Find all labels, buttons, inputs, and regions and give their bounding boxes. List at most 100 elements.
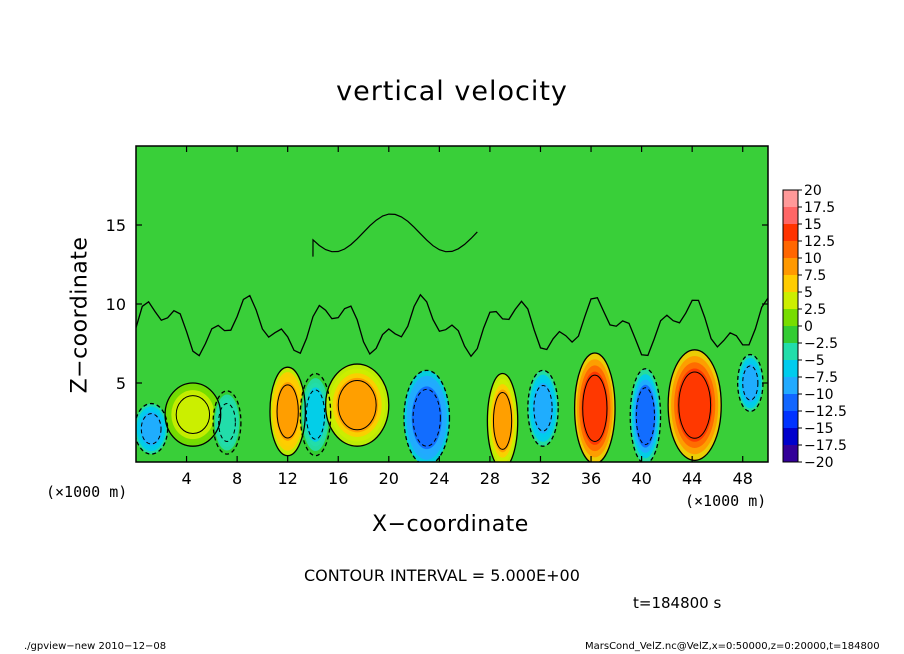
contour-8-1 xyxy=(533,385,553,432)
colorbar-swatch-10 xyxy=(783,360,798,377)
colorbar-swatch-9 xyxy=(783,343,798,360)
contour-lines xyxy=(136,213,768,462)
colorbar-label-8: 0 xyxy=(804,319,813,335)
heatmap-cell-5-level-3 xyxy=(336,377,379,433)
colorbar-swatch-6 xyxy=(783,292,798,309)
colorbar-label-13: −12.5 xyxy=(804,404,847,420)
contour-8-0 xyxy=(527,369,559,447)
colorbar-label-11: −7.5 xyxy=(804,370,838,386)
colorbar-swatch-15 xyxy=(783,445,798,462)
colorbar-label-7: 2.5 xyxy=(804,302,826,318)
x-tick-label-16: 16 xyxy=(328,469,348,488)
heatmap-cell-4-level-3 xyxy=(305,387,326,442)
colorbar-swatch-12 xyxy=(783,394,798,411)
x-tick-label-32: 32 xyxy=(530,469,550,488)
contour-5-1 xyxy=(337,379,377,431)
x-tick-label-20: 20 xyxy=(379,469,399,488)
contour-11-1 xyxy=(678,371,712,439)
heatmap-cell-12-level-3 xyxy=(741,364,759,402)
colorbar-swatch-5 xyxy=(783,275,798,292)
contour-9-0 xyxy=(573,352,616,462)
colorbar-label-0: 20 xyxy=(804,183,822,199)
colorbar-label-5: 7.5 xyxy=(804,268,826,284)
colorbar-swatch-1 xyxy=(783,207,798,224)
y-axis-label-wrap: Z−coordinate xyxy=(60,230,100,400)
contour-10-0 xyxy=(629,368,662,462)
contour-12-1 xyxy=(742,365,759,401)
contour-2-0 xyxy=(212,390,242,455)
x-tick-label-36: 36 xyxy=(581,469,601,488)
x-tick-label-40: 40 xyxy=(631,469,651,488)
time-label: t=184800 s xyxy=(633,594,722,612)
heatmap-cell-3-level-3 xyxy=(275,382,300,441)
y-tick-label-10: 10 xyxy=(106,295,126,314)
x-axis-label: X−coordinate xyxy=(372,512,529,537)
contour-3-1 xyxy=(276,384,299,439)
contour-interval-label: CONTOUR INTERVAL = 5.000E+00 xyxy=(304,566,580,585)
colorbar-label-4: 10 xyxy=(804,251,822,267)
heatmap-cell-1-level-3 xyxy=(174,393,212,436)
contour-0-1 xyxy=(140,413,162,445)
contour-6-1 xyxy=(412,388,441,447)
colorbar-label-14: −15 xyxy=(804,421,834,437)
colorbar-label-16: −20 xyxy=(804,455,834,471)
footer-right: MarsCond_VelZ.nc@VelZ,x=0:50000,z=0:2000… xyxy=(585,641,880,652)
chart-title: vertical velocity xyxy=(336,76,568,107)
y-tick-label-5: 5 xyxy=(116,374,126,393)
colorbar-label-2: 15 xyxy=(804,217,822,233)
colorbar-swatch-0 xyxy=(783,190,798,207)
contour-4-0 xyxy=(299,372,332,457)
contour-1-1 xyxy=(175,395,211,435)
colorbar-label-6: 5 xyxy=(804,285,813,301)
colorbar-label-15: −17.5 xyxy=(804,438,847,454)
heatmap-cell-2-level-3 xyxy=(217,401,237,444)
heatmap-cell-8-level-3 xyxy=(532,383,554,434)
x-unit-right: (×1000 m) xyxy=(685,492,767,510)
heatmap-cells xyxy=(136,349,763,462)
colorbar-swatch-11 xyxy=(783,377,798,394)
x-unit-left: (×1000 m) xyxy=(46,483,128,501)
y-axis-label: Z−coordinate xyxy=(67,236,93,394)
colorbar-swatch-13 xyxy=(783,411,798,428)
x-tick-label-4: 4 xyxy=(181,469,191,488)
heatmap-cell-10-level-3 xyxy=(635,384,656,448)
contour-10-1 xyxy=(635,387,655,446)
colorbar: 2017.51512.5107.552.50−2.5−5−7.5−10−12.5… xyxy=(782,183,847,471)
contour-7-1 xyxy=(492,391,513,450)
colorbar-label-3: 12.5 xyxy=(804,234,835,250)
contour-1-0 xyxy=(164,382,222,447)
heatmap-cell-9-level-3 xyxy=(581,371,609,445)
footer-left: ./gpview−new 2010−12−08 xyxy=(24,641,167,652)
contour-4-1 xyxy=(305,389,326,440)
upper-contour-line xyxy=(312,213,478,257)
contour-9-1 xyxy=(582,374,608,442)
heatmap-cell-0-level-3 xyxy=(140,412,163,446)
contour-3-0 xyxy=(269,366,307,457)
contour-6-0 xyxy=(403,369,451,462)
colorbar-swatch-14 xyxy=(783,428,798,445)
colorbar-swatch-8 xyxy=(783,326,798,343)
plot-area xyxy=(135,145,769,463)
colorbar-swatch-4 xyxy=(783,258,798,275)
y-tick-label-15: 15 xyxy=(106,216,126,235)
x-axis: 4 8 12 16 20 24 28 32 36 40 44 48 xyxy=(181,146,753,488)
colorbar-label-9: −2.5 xyxy=(804,336,838,352)
y-axis: 5 10 15 xyxy=(106,216,768,393)
colorbar-label-1: 17.5 xyxy=(804,200,835,216)
x-tick-label-28: 28 xyxy=(480,469,500,488)
colorbar-label-12: −10 xyxy=(804,387,834,403)
contour-2-1 xyxy=(218,403,236,442)
x-tick-label-44: 44 xyxy=(682,469,702,488)
heatmap-cell-6-level-3 xyxy=(411,386,442,450)
zero-contour-line xyxy=(136,293,768,358)
heatmap-cell-7-level-3 xyxy=(492,389,513,453)
colorbar-swatch-3 xyxy=(783,241,798,258)
colorbar-label-10: −5 xyxy=(804,353,825,369)
colorbar-swatch-7 xyxy=(783,309,798,326)
contour-5-0 xyxy=(324,363,390,447)
x-tick-label-24: 24 xyxy=(429,469,449,488)
contour-7-0 xyxy=(486,372,519,462)
heatmap-cell-11-level-3 xyxy=(677,368,713,442)
x-tick-label-8: 8 xyxy=(232,469,242,488)
